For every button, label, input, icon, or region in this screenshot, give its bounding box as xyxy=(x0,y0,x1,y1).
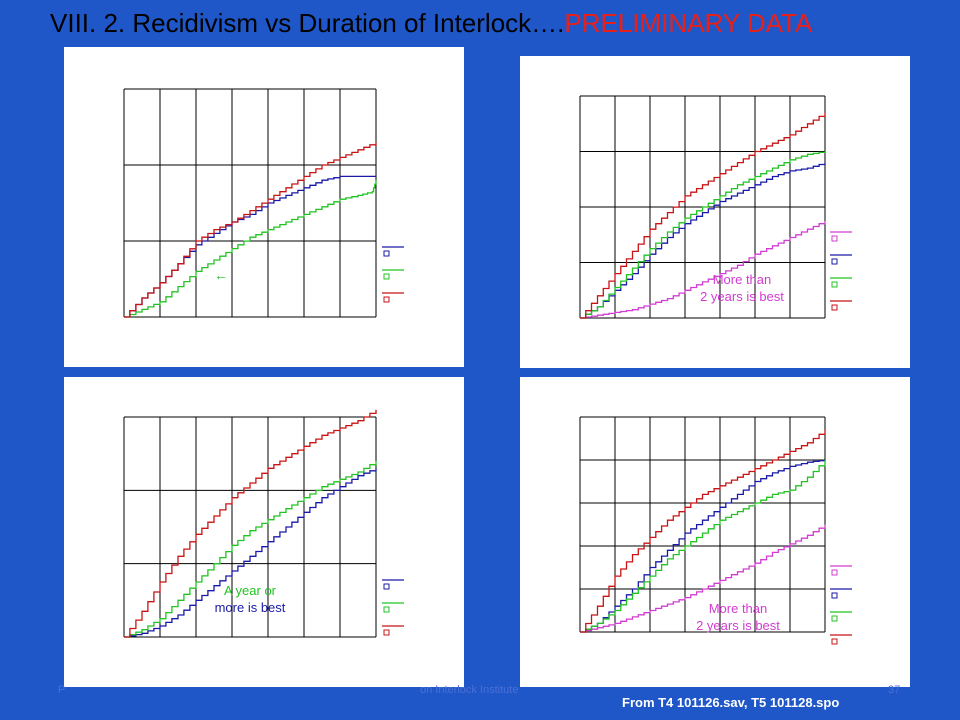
legend-marker xyxy=(383,629,390,636)
chart-2nd-offenders: A year or more is best xyxy=(123,409,404,638)
chart-panel-4plus-offenders: More than 2 years is best xyxy=(520,377,910,687)
series-line xyxy=(580,460,826,633)
legend-marker xyxy=(831,569,838,576)
chart-annotation-line: 2 years is best xyxy=(696,618,780,633)
page-number: 37 xyxy=(888,684,901,696)
arrow-left-icon: ← xyxy=(214,267,228,283)
series-line xyxy=(580,220,826,319)
chart-3rd-offenders: More than 2 years is best xyxy=(579,95,852,319)
legend-marker xyxy=(383,606,390,613)
legend-marker xyxy=(831,615,838,622)
legend-marker xyxy=(383,583,390,590)
chart-annotation-line: more is best xyxy=(215,600,286,615)
series-line xyxy=(580,112,826,319)
legend-marker xyxy=(831,592,838,599)
chart-4plus-offenders: More than 2 years is best xyxy=(579,416,852,645)
series-line xyxy=(124,468,377,638)
series-line xyxy=(580,524,826,633)
chart-panel-first-offenders: ← xyxy=(64,47,464,367)
series-line xyxy=(124,175,376,318)
footer-mid-text: on Interlock Institute xyxy=(420,684,519,696)
chart-annotation-line: A year or xyxy=(224,583,277,598)
legend-marker xyxy=(831,258,838,265)
legend-marker xyxy=(383,296,390,303)
chart-annotation-line: More than xyxy=(713,272,772,287)
series-line xyxy=(124,409,377,638)
title-main: VIII. 2. Recidivism vs Duration of Inter… xyxy=(50,8,565,38)
chart-panel-2nd-offenders: A year or more is best xyxy=(64,377,464,687)
legend-marker xyxy=(831,235,838,242)
series-line xyxy=(580,460,826,633)
series-line xyxy=(580,151,826,319)
title-highlight: PRELIMINARY DATA xyxy=(564,8,813,38)
legend-marker xyxy=(831,304,838,311)
legend-marker xyxy=(383,250,390,257)
legend-marker xyxy=(383,273,390,280)
series-line xyxy=(124,142,377,318)
chart-annotation-line: More than xyxy=(709,601,768,616)
series-line xyxy=(580,429,826,633)
legend-marker xyxy=(831,281,838,288)
series-line xyxy=(124,461,377,638)
slide-footer: P on Interlock Institute 37 xyxy=(0,680,960,720)
footer-left-text: P xyxy=(58,684,66,696)
series-line xyxy=(124,180,377,318)
chart-annotation-line: 2 years is best xyxy=(700,289,784,304)
legend-marker xyxy=(831,638,838,645)
source-note: From T4 101126.sav, T5 101128.spo xyxy=(622,695,840,710)
chart-first-offenders: ← xyxy=(123,88,404,318)
slide-title: VIII. 2. Recidivism vs Duration of Inter… xyxy=(50,8,812,39)
chart-panel-3rd-offenders: More than 2 years is best xyxy=(520,56,910,368)
